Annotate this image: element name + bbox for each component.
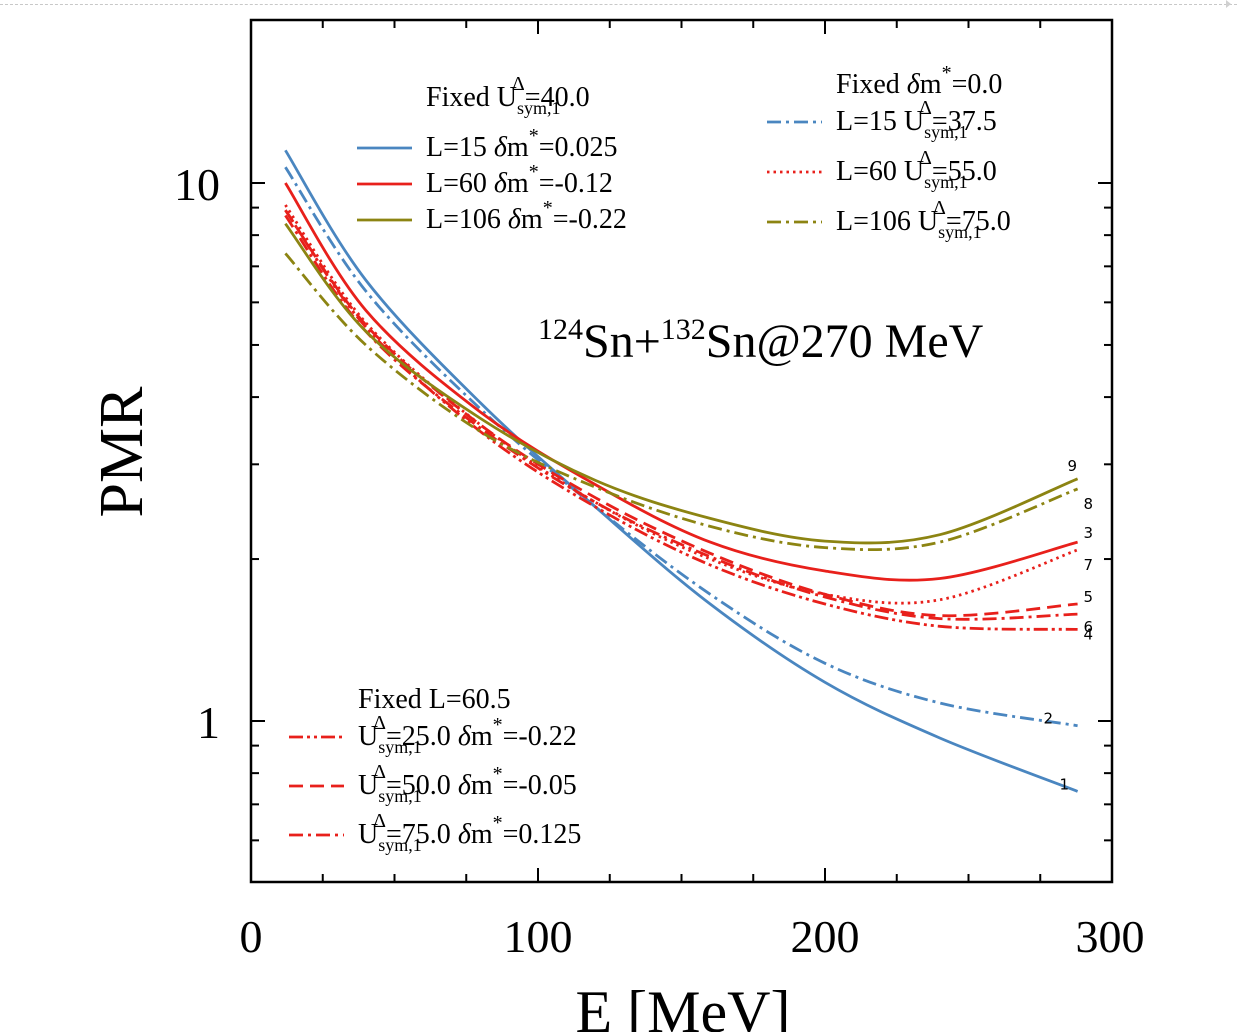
y-tick-label-10: 10: [174, 159, 220, 210]
page-top-border: [0, 4, 1237, 5]
curve-label-9: 9: [1068, 457, 1078, 475]
x-tick-label-0: 0: [240, 911, 263, 962]
legend-top-left-entry-2: L=60 δm*=-0.12: [426, 161, 613, 199]
curve-label-7: 7: [1084, 556, 1094, 574]
x-tick-labels: 0 100 200 300: [240, 911, 1145, 962]
legend-top-left-entry-3: L=106 δm*=-0.22: [426, 197, 627, 235]
curve-label-1: 1: [1060, 775, 1070, 793]
chart-title: 124Sn+132Sn@270 MeV: [538, 313, 984, 368]
legend-bottom-left-entry-2: Usym,1Δ=50.0 δm*=-0.05: [358, 761, 577, 806]
y-axis-label: PMR: [88, 386, 156, 518]
curve-2: [284, 166, 1078, 728]
curve-3: [284, 182, 1078, 582]
legend-bottom-left-header: Fixed L=60.5: [358, 684, 511, 715]
legend-bottom-left-entry-1: Usym,1Δ=25.0 δm*=-0.22: [358, 712, 577, 757]
y-tick-labels: 1 10: [174, 159, 220, 748]
x-tick-label-200: 200: [791, 911, 860, 962]
legend-top-left-entry-1: L=15 δm*=0.025: [426, 125, 618, 163]
curve-label-6: 6: [1084, 618, 1094, 636]
curve-7: [284, 204, 1079, 605]
legend-top-left-header: Fixed Usym,1Δ=40.0: [426, 73, 590, 118]
axis-ticks: [250, 20, 1113, 882]
legend-bottom-left-entry-3: Usym,1Δ=75.0 δm*=0.125: [358, 810, 581, 855]
curve-label-4: 4: [1084, 625, 1094, 643]
title-element-2: Sn@270 MeV: [706, 315, 984, 368]
plot-frame: [249, 18, 1114, 884]
title-element-1: Sn+: [583, 315, 661, 368]
legend-top-right-entry-2: L=60 Usym,1Δ=55.0: [836, 147, 997, 192]
y-tick-label-1: 1: [197, 697, 220, 748]
collapse-arrow-icon: [1226, 0, 1231, 8]
curve-label-8: 8: [1084, 495, 1094, 513]
legend-top-right-header: Fixed δm*=0.0: [836, 62, 1002, 100]
curve-4: [284, 209, 1078, 631]
curve-6: [284, 214, 1078, 621]
title-isotope-1: 124: [538, 313, 583, 346]
title-isotope-2: 132: [661, 313, 706, 346]
curve-8: [284, 252, 1079, 552]
curve-label-3: 3: [1084, 524, 1094, 542]
legend-top-right-entry-1: L=15 Usym,1Δ=37.5: [836, 97, 997, 142]
curve-label-5: 5: [1084, 588, 1094, 606]
x-tick-label-300: 300: [1076, 911, 1145, 962]
curves: 1 2 3 4 5 6 7 8 9: [284, 149, 1094, 793]
curve-9: [284, 222, 1079, 545]
curve-label-2: 2: [1044, 710, 1054, 728]
curve-1: [284, 149, 1079, 793]
x-tick-label-100: 100: [504, 911, 573, 962]
legend-top-right-entry-3: L=106 Usym,1Δ=75.0: [836, 197, 1011, 242]
x-axis-label: E [MeV]: [576, 979, 791, 1032]
curve-5: [284, 209, 1078, 618]
